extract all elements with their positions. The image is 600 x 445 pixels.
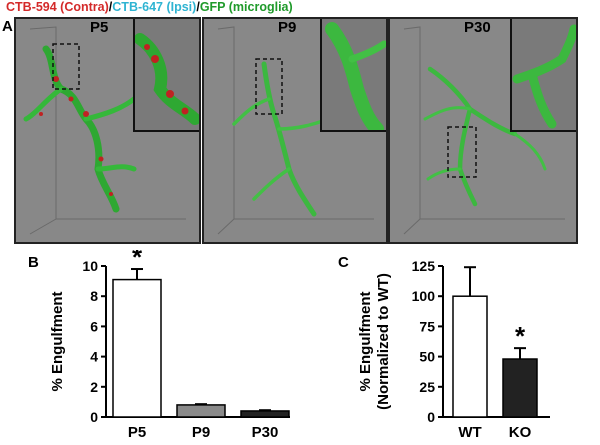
zoom-inset (510, 19, 576, 132)
zoom-inset-render (134, 33, 199, 125)
panel-letter-a: A (2, 18, 13, 35)
x-tick-label: KO (509, 424, 532, 441)
microglia-render (23, 26, 186, 235)
y-tick-label: 50 (419, 349, 435, 365)
bar-ko (502, 358, 538, 418)
legend-ipsi: CTB-647 (Ipsi) (112, 0, 197, 14)
y-axis-label: % Engulfment (49, 291, 66, 391)
y-tick-label: 8 (90, 288, 98, 304)
y-tick-label: 2 (90, 379, 98, 395)
y-tick-label: 25 (419, 379, 435, 395)
x-tick-label: P5 (128, 424, 146, 441)
x-tick-label: P9 (192, 424, 210, 441)
panel-label: P30 (464, 19, 491, 36)
microglia-image-p5: P5 (14, 17, 201, 244)
x-tick-label: WT (458, 424, 481, 441)
bar-p5 (112, 278, 162, 418)
legend-separator: / (196, 0, 200, 14)
legend-gfp: GFP (microglia) (199, 0, 293, 14)
y-tick-label: 75 (419, 318, 435, 334)
legend-separator: / (108, 0, 113, 14)
x-tick-label: P30 (252, 424, 279, 441)
panel-label: P9 (278, 19, 297, 36)
microglia-render (403, 26, 565, 235)
zoom-inset (320, 19, 386, 136)
y-tick-label: 4 (90, 349, 98, 365)
panel-label: P5 (90, 19, 109, 36)
bar-p9 (176, 404, 226, 418)
y-tick-label: 10 (82, 258, 98, 274)
bar-chart-c: 0 25 50 75 100 125 % Engulfment (Normalized to … (357, 258, 550, 441)
significance-mark: * (132, 250, 143, 272)
microglia-image-p30: P30 (388, 17, 578, 244)
panel-letter-b: B (28, 254, 39, 271)
y-axis-label-2: (Normalized to WT) (375, 273, 392, 410)
y-tick-label: 125 (412, 258, 436, 274)
y-tick-label: 0 (90, 409, 98, 425)
zoom-inset-render (325, 22, 386, 136)
channel-legend: CTB-594 (Contra)/CTB-647 (Ipsi)/GFP (mic… (6, 0, 293, 14)
y-tick-label: 100 (412, 288, 436, 304)
y-tick-label: 6 (90, 318, 98, 334)
microglia-image-p9: P9 (202, 17, 388, 244)
y-tick-label: 0 (427, 409, 435, 425)
y-axis-label: % Engulfment (357, 291, 374, 391)
significance-mark: * (515, 321, 526, 351)
microglia-render (217, 26, 374, 235)
bar-chart-b: 0 2 4 6 8 10 % Engulfment P5 * P9 P30 (49, 250, 290, 441)
legend-contra: CTB-594 (Contra) (6, 0, 109, 14)
bar-p30 (240, 410, 290, 418)
bar-wt (452, 295, 488, 418)
zoom-inset (133, 19, 199, 132)
zoom-inset-render (512, 24, 576, 129)
panel-letter-c: C (338, 254, 349, 271)
